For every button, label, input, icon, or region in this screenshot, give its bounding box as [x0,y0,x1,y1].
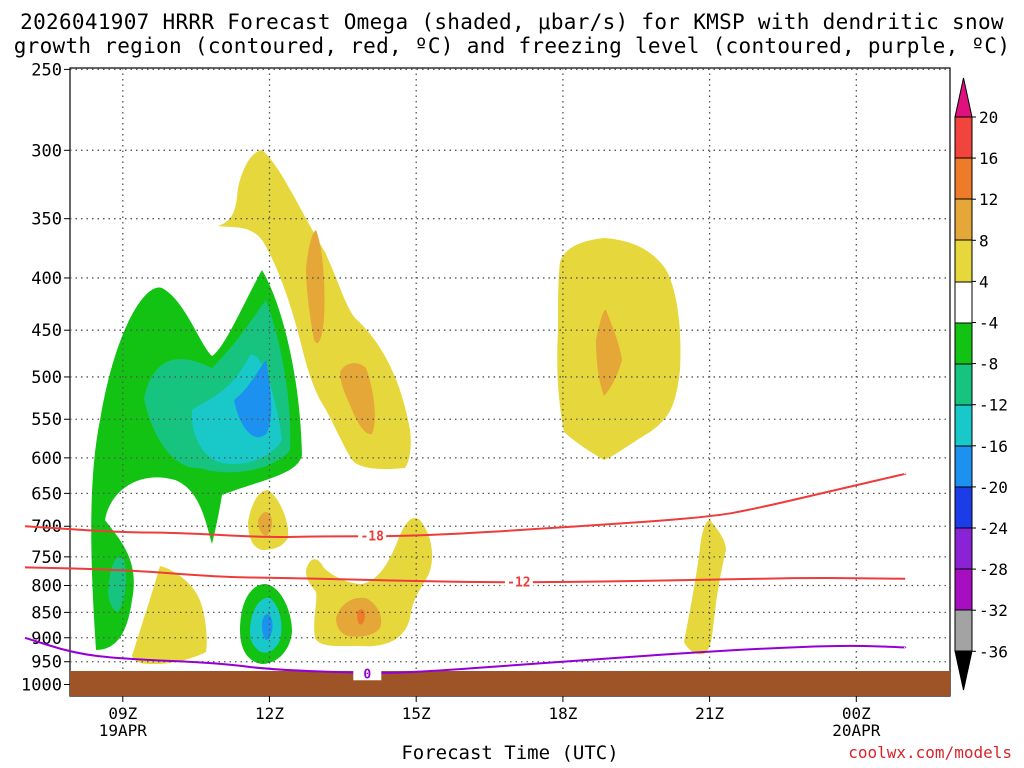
y-tick-label-900: 900 [31,629,62,649]
x-tick-label-0-0: 09Z [108,704,137,723]
colorbar-label-12: -32 [979,601,1008,620]
y-tick-label-450: 450 [31,321,62,341]
colorbar-label-13: -36 [979,642,1008,661]
omega-region-yellow-low-left [132,566,207,664]
y-tick-label-950: 950 [31,653,62,673]
colorbar-bin-10 [954,527,973,570]
omega-region-blue-low [262,614,273,640]
colorbar-bottom-triangle [954,650,973,691]
y-tick-label-650: 650 [31,484,62,504]
x-tick-label-0-2: 2026 [104,738,143,740]
x-tick-label-0-1: 19APR [99,721,148,740]
colorbar-label-4: 4 [979,272,989,291]
x-tick-label-4-0: 21Z [695,704,724,723]
colorbar-label-0: 20 [979,108,998,127]
credit-link[interactable]: coolwx.com/models [848,743,1012,762]
x-tick-label-5-0: 00Z [842,704,871,723]
y-tick-label-300: 300 [31,141,62,161]
colorbar: 20 16 12 8 4 -4 -8 -12 -16 -20 -24 -28 -32 -36 [954,77,1008,691]
y-tick-label-550: 550 [31,410,62,430]
colorbar-bin-11 [954,568,973,611]
colorbar-label-1: 16 [979,149,998,168]
y-tick-label-250: 250 [31,60,62,80]
colorbar-bin-4 [954,281,973,324]
colorbar-label-6: -8 [979,355,998,374]
contour-label--18: -18 [360,530,384,545]
colorbar-bin-0 [954,116,973,159]
contour-line--18 [24,472,907,539]
chart-title-line-1: 2026041907 HRRR Forecast Omega (shaded, … [20,10,1004,34]
y-tick-label-750: 750 [31,548,62,568]
x-tick-label-1-0: 12Z [255,704,284,723]
colorbar-bin-5 [954,322,973,365]
colorbar-bin-8 [954,445,973,488]
contour-label--12: -12 [507,576,530,591]
chart-title-line-2: growth region (contoured, red, ºC) and f… [13,34,1011,58]
y-tick-label-800: 800 [31,576,62,596]
y-tick-label-600: 600 [31,449,62,469]
colorbar-bin-3 [954,239,973,283]
colorbar-label-2: 12 [979,190,998,209]
x-tick-label-3-0: 18Z [548,704,577,723]
y-tick-label-500: 500 [31,368,62,388]
contour-label-0: 0 [363,667,371,682]
y-tick-label-350: 350 [31,210,62,230]
colorbar-label-3: 8 [979,231,989,250]
ground-layer [70,671,950,696]
colorbar-label-8: -16 [979,437,1008,456]
colorbar-label-5: -4 [979,314,998,333]
omega-region-orange-right [596,309,622,396]
y-tick-label-850: 850 [31,603,62,623]
temperature-contours: -18 -12 0 [24,472,907,682]
omega-region-orange-upper-2 [340,363,375,435]
colorbar-label-7: -12 [979,396,1008,415]
colorbar-label-9: -20 [979,478,1008,497]
colorbar-label-11: -28 [979,560,1008,579]
contour-label-bg--18 [358,527,387,543]
y-tick-label-400: 400 [31,269,62,289]
contour-line-0 [24,636,907,674]
colorbar-bin-12 [954,609,973,652]
colorbar-bin-9 [954,486,973,529]
contour-line--12 [24,566,907,584]
ground-fill [70,671,950,696]
colorbar-bin-2 [954,198,973,241]
x-tick-label-2-0: 15Z [402,704,431,723]
contour-label-bg-0 [353,665,382,681]
chart-plot: 2503003504004505005506006507007508008509… [21,60,1008,740]
x-axis-title: Forecast Time (UTC) [401,742,619,764]
colorbar-label-10: -24 [979,519,1008,538]
y-tick-label-1000: 1000 [21,676,62,696]
omega-shaded-field [91,150,726,664]
colorbar-bin-7 [954,404,973,447]
omega-region-blue [234,360,272,438]
x-tick-label-5-1: 20APR [832,721,881,740]
contour-label-bg--12 [504,573,533,589]
colorbar-top-triangle [954,77,973,118]
omega-region-orange-low-core [357,609,365,625]
colorbar-bin-6 [954,363,973,406]
y-axis: 2503003504004505005506006507007508008509… [21,60,70,696]
colorbar-bin-1 [954,157,973,200]
omega-region-orange-mid [258,512,273,536]
omega-region-yellow-low-right [684,520,726,655]
omega-region-orange-upper-1 [306,230,325,344]
